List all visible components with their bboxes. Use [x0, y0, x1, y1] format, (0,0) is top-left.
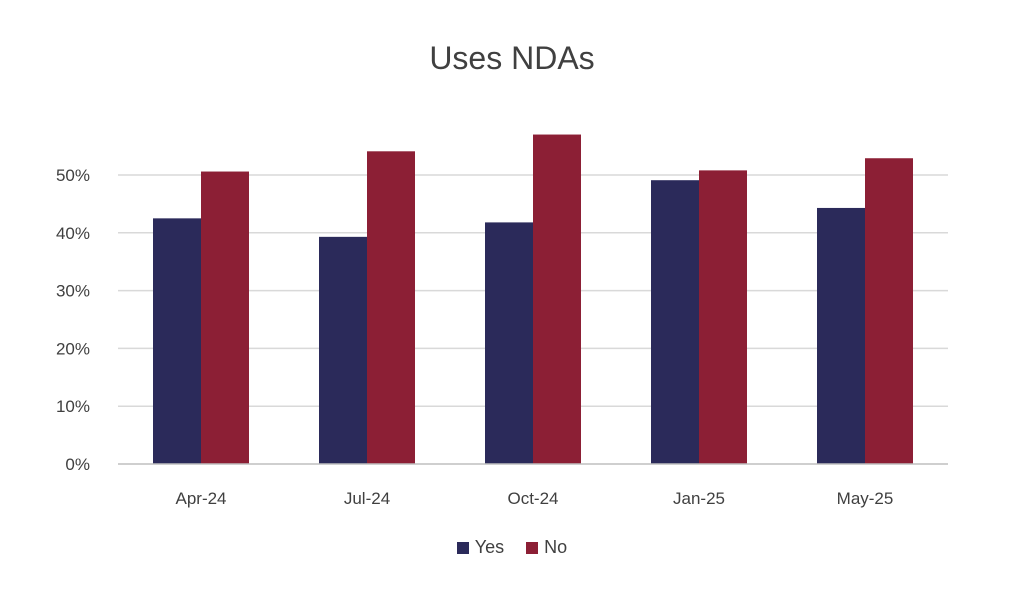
bar-no-apr-24 [201, 171, 249, 465]
legend-item-no: No [526, 537, 567, 558]
legend-label-no: No [544, 537, 568, 557]
bar-yes-jul-24 [319, 236, 367, 464]
y-tick-label: 0% [65, 455, 90, 474]
bar-no-oct-24 [533, 134, 581, 465]
chart-title: Uses NDAs [429, 40, 595, 76]
y-tick-label: 50% [56, 166, 90, 185]
bar-no-jan-25 [699, 170, 747, 464]
legend-label-yes: Yes [474, 537, 505, 557]
y-tick-label: 10% [56, 397, 90, 416]
legend-swatch-no [526, 541, 539, 554]
legend-item-yes: Yes [456, 537, 505, 558]
legend: Yes No [0, 537, 1024, 558]
x-tick-label: Jul-24 [344, 489, 390, 508]
y-tick-label: 30% [56, 282, 90, 301]
bar-yes-apr-24 [153, 218, 201, 464]
x-tick-label: Oct-24 [507, 489, 558, 508]
y-tick-label: 20% [56, 339, 90, 358]
x-tick-label: Jan-25 [673, 489, 725, 508]
bar-yes-jan-25 [651, 180, 699, 464]
bar-yes-may-25 [817, 207, 865, 465]
y-tick-label: 40% [56, 224, 90, 243]
x-tick-label: May-25 [837, 489, 894, 508]
bar-no-jul-24 [367, 151, 415, 464]
bar-yes-oct-24 [485, 222, 533, 464]
x-tick-label: Apr-24 [175, 489, 226, 508]
bar-no-may-25 [865, 158, 913, 464]
legend-swatch-yes [456, 541, 469, 554]
